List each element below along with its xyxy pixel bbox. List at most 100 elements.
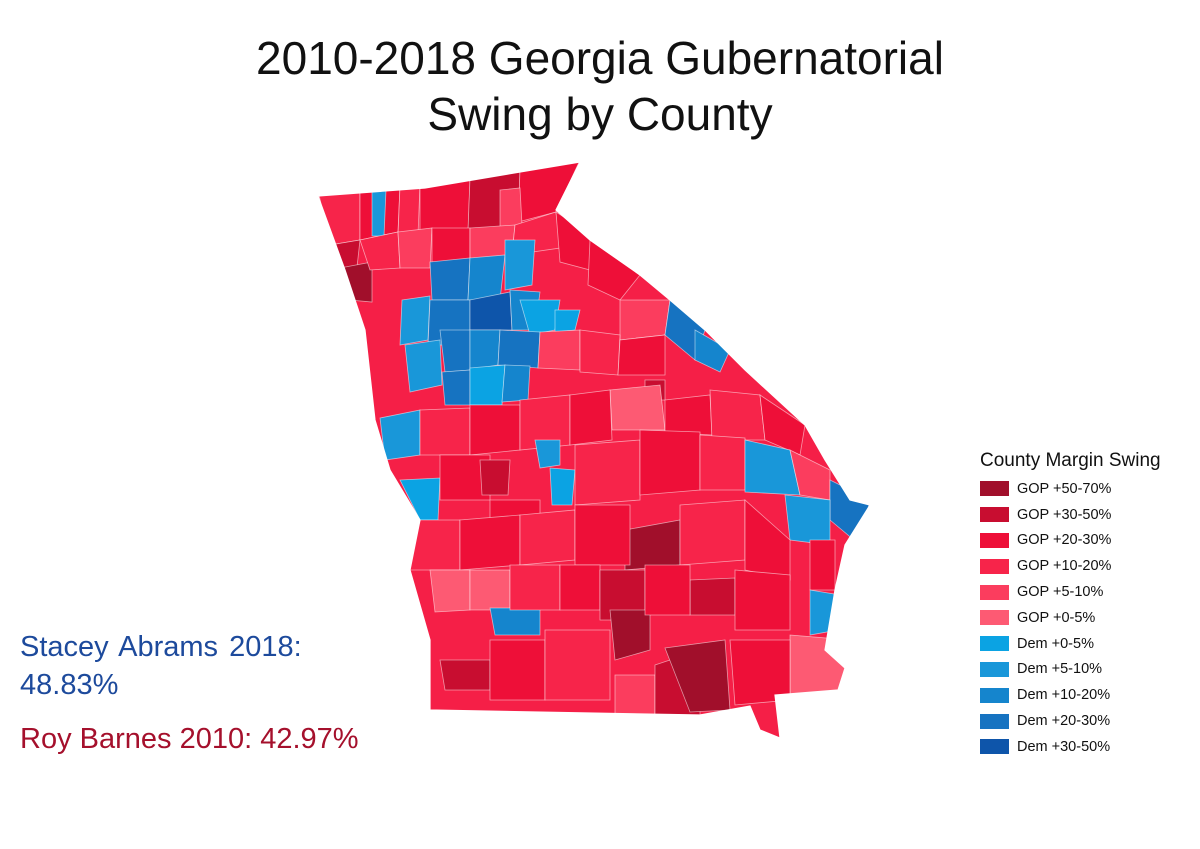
county-region: [397, 184, 421, 236]
georgia-county-map: [317, 161, 871, 739]
legend-swatch: [980, 481, 1009, 497]
legend-swatch: [980, 558, 1009, 574]
map-title-line-2: Swing by County: [427, 88, 773, 140]
county-region: [439, 329, 471, 373]
county-region: [399, 477, 441, 521]
legend-swatch: [980, 636, 1009, 652]
county-region: [489, 607, 541, 636]
county-region: [729, 639, 791, 706]
county-region: [574, 439, 641, 506]
legend-swatch: [980, 661, 1009, 677]
county-region: [419, 407, 471, 456]
county-region: [371, 189, 387, 237]
legend-item: GOP +5-10%: [980, 579, 1195, 605]
county-region: [734, 569, 791, 631]
legend-title: County Margin Swing: [980, 450, 1161, 471]
county-region: [467, 254, 506, 301]
county-region: [534, 439, 561, 469]
legend-item: Dem +30-50%: [980, 734, 1195, 760]
county-region: [617, 334, 666, 376]
county-region: [429, 257, 471, 301]
county-region: [379, 409, 421, 461]
county-region: [609, 384, 666, 431]
county-region: [431, 227, 471, 263]
county-region: [809, 539, 836, 591]
legend-item: GOP +20-30%: [980, 528, 1195, 554]
legend-swatch: [980, 713, 1009, 729]
legend-label: GOP +50-70%: [1017, 480, 1112, 497]
legend-label: Dem +5-10%: [1017, 661, 1103, 678]
legend-label: GOP +0-5%: [1017, 609, 1096, 626]
county-region: [579, 329, 621, 376]
legend-swatch: [980, 532, 1009, 548]
legend-item: Dem +10-20%: [980, 682, 1195, 708]
legend-swatch: [980, 610, 1009, 626]
legend-label: Dem +30-50%: [1017, 738, 1111, 755]
legend-label: GOP +20-30%: [1017, 532, 1112, 549]
legend-item: GOP +30-50%: [980, 502, 1195, 528]
county-region: [784, 494, 831, 546]
county-region: [709, 389, 766, 441]
county-region: [409, 519, 461, 571]
county-region: [809, 589, 841, 636]
county-region: [399, 295, 431, 346]
county-region: [689, 577, 736, 616]
map-legend: County Margin Swing GOP +50-70% GOP +30-5…: [980, 450, 1195, 760]
county-region: [509, 564, 561, 611]
legend-label: GOP +5-10%: [1017, 584, 1104, 601]
county-region: [639, 429, 701, 496]
legend-item: Dem +20-30%: [980, 708, 1195, 734]
abrams-percentage: 48.83%: [20, 669, 119, 701]
county-region: [404, 339, 443, 393]
legend-item: Dem +5-10%: [980, 657, 1195, 683]
county-region: [419, 179, 471, 236]
county-region: [644, 564, 691, 616]
county-region: [569, 389, 613, 446]
county-region: [574, 504, 631, 566]
county-region: [499, 187, 523, 229]
county-region: [559, 564, 601, 611]
county-region: [429, 569, 471, 613]
legend-label: GOP +10-20%: [1017, 558, 1112, 575]
county-region: [619, 299, 671, 341]
map-title: 2010-2018 Georgia Gubernatorial Swing by…: [0, 30, 1200, 142]
county-region: [544, 629, 611, 701]
legend-label: Dem +0-5%: [1017, 635, 1094, 652]
county-region: [679, 499, 746, 566]
county-region: [318, 187, 361, 246]
legend-swatch: [980, 687, 1009, 703]
county-region: [614, 674, 656, 719]
county-region: [397, 227, 433, 269]
legend-label: GOP +30-50%: [1017, 506, 1112, 523]
county-region: [549, 467, 576, 506]
county-region: [517, 162, 581, 223]
county-region: [504, 239, 536, 291]
county-region: [469, 329, 501, 371]
legend-item: GOP +10-20%: [980, 553, 1195, 579]
county-region: [537, 329, 581, 371]
abrams-2018-result: Stacey Abrams 2018: 48.83%: [20, 628, 302, 704]
county-region: [609, 609, 651, 661]
map-title-line-1: 2010-2018 Georgia Gubernatorial: [256, 32, 944, 84]
county-region: [469, 364, 506, 406]
legend-item: GOP +50-70%: [980, 476, 1195, 502]
legend-swatch: [980, 739, 1009, 755]
county-region: [469, 569, 511, 611]
county-region: [699, 434, 746, 491]
legend-item: Dem +0-5%: [980, 631, 1195, 657]
county-region: [489, 639, 546, 701]
abrams-label: Stacey Abrams 2018:: [20, 631, 302, 663]
legend-label: Dem +20-30%: [1017, 713, 1111, 730]
county-region: [519, 509, 576, 566]
county-region: [497, 329, 541, 369]
barnes-2010-result: Roy Barnes 2010: 42.97%: [20, 723, 359, 755]
county-region: [469, 404, 521, 456]
county-region: [479, 459, 511, 496]
county-region: [459, 514, 521, 571]
legend-list: GOP +50-70% GOP +30-50% GOP +20-30% GOP +10…: [980, 476, 1195, 760]
legend-item: GOP +0-5%: [980, 605, 1195, 631]
county-region: [439, 659, 491, 691]
legend-swatch: [980, 507, 1009, 523]
legend-label: Dem +10-20%: [1017, 687, 1111, 704]
county-region: [664, 394, 713, 436]
